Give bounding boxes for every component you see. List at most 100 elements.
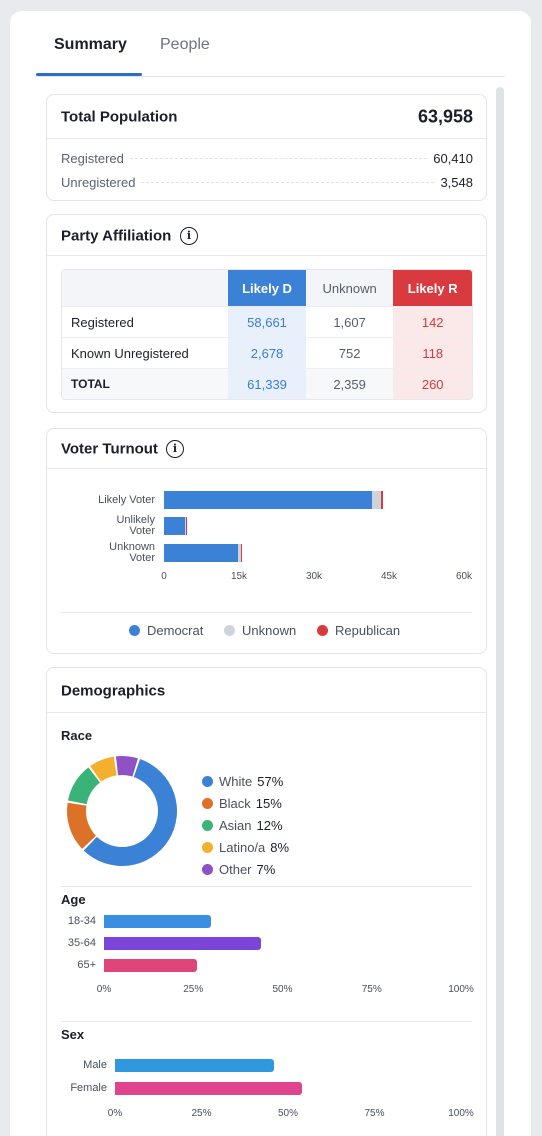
bar-axis-tick: 25% — [191, 1108, 212, 1119]
race-dot-icon — [202, 863, 213, 875]
cell-unknown: 1,607 — [333, 314, 366, 330]
turnout-category-label: Unlikely Voter — [116, 514, 155, 537]
cell-likely-r: 142 — [393, 307, 472, 337]
column-likely-r: Likely R — [393, 270, 472, 306]
bar-category-label: Female — [70, 1082, 107, 1094]
bar-axis-tick: 50% — [277, 1108, 299, 1119]
info-icon[interactable]: i — [180, 227, 198, 245]
dotted-leader — [129, 157, 428, 159]
legend-unknown: Unknown — [224, 623, 296, 638]
turnout-axis-tick: 30k — [305, 571, 323, 582]
race-legend-percent: 15% — [255, 795, 282, 811]
turnout-bar-democrat — [164, 491, 372, 509]
turnout-bar-unknown — [238, 544, 241, 562]
age-title: Age — [61, 892, 86, 907]
cell-likely-d: 58,661 — [228, 307, 306, 337]
bar-male — [115, 1059, 275, 1072]
race-legend-label: Asian — [219, 817, 252, 833]
scrollbar[interactable] — [496, 87, 504, 1136]
dotted-leader — [141, 181, 435, 183]
cell-likely-r: 260 — [393, 369, 472, 399]
party-title: Party Affiliation — [61, 227, 172, 245]
race-legend-label: Black — [219, 795, 251, 811]
race-dot-icon — [202, 819, 213, 831]
race-legend-label: Other — [219, 861, 252, 877]
turnout-card: Voter Turnout i Likely Voter Unlikely Vote… — [46, 428, 487, 654]
row-label: Known Unregistered — [62, 338, 229, 368]
race-legend-percent: 57% — [257, 773, 284, 789]
turnout-category-label: Unknown Voter — [109, 541, 155, 564]
race-legend-item: Other 7% — [202, 860, 275, 878]
race-slice-black — [66, 802, 96, 849]
population-row: Unregistered 3,548 — [61, 172, 473, 192]
race-slice-latino-a — [90, 756, 117, 782]
cell-likely-d: 2,678 — [228, 338, 306, 368]
tab-bar: Summary People — [36, 11, 505, 77]
bar-axis-tick: 0% — [96, 984, 112, 995]
bar-category-label: 18-34 — [67, 915, 96, 927]
turnout-bar-unknown — [185, 517, 186, 535]
party-card-header: Party Affiliation i — [47, 215, 486, 256]
demographics-title: Demographics — [61, 682, 166, 700]
legend-democrat: Democrat — [129, 623, 203, 638]
table-header-blank — [62, 270, 229, 306]
turnout-bar-unknown — [371, 491, 381, 509]
bar-female — [115, 1082, 302, 1095]
bar-category-label: Male — [83, 1059, 107, 1071]
bar-35-64 — [104, 937, 262, 950]
democrat-dot-icon — [129, 625, 140, 636]
cell-unknown: 2,359 — [305, 369, 394, 399]
bar-65+ — [104, 959, 197, 972]
race-legend-label: Latino/a — [219, 839, 266, 855]
turnout-bar-democrat — [164, 517, 185, 535]
bar-axis-tick: 50% — [272, 984, 293, 995]
race-dot-icon — [202, 797, 213, 809]
race-legend-item: Black 15% — [202, 794, 282, 812]
turnout-category-label: Likely Voter — [98, 494, 155, 506]
race-title: Race — [61, 728, 93, 743]
race-legend-percent: 7% — [256, 861, 276, 877]
race-slice-other — [115, 756, 138, 777]
party-table: Likely D Unknown Likely R Registered 58,… — [61, 269, 473, 400]
bar-category-label: 35-64 — [67, 937, 96, 949]
row-label: Registered — [62, 307, 229, 337]
population-row-value: 60,410 — [433, 150, 473, 166]
unknown-dot-icon — [224, 625, 235, 636]
race-legend-item: Asian 12% — [202, 816, 283, 834]
cell-unknown: 752 — [338, 345, 361, 361]
bar-axis-tick: 100% — [448, 984, 474, 995]
turnout-bar-republican — [186, 517, 187, 535]
turnout-title: Voter Turnout — [61, 440, 158, 458]
summary-panel: Summary People Total Population 63,958 R… — [10, 11, 531, 1136]
cell-likely-d: 61,339 — [228, 369, 306, 399]
table-row-total: TOTAL 61,339 2,359 260 — [62, 368, 472, 399]
race-slice-white — [83, 759, 178, 866]
population-row-value: 3,548 — [440, 174, 473, 190]
race-donut-chart — [66, 756, 178, 866]
race-legend-item: Latino/a 8% — [202, 838, 289, 856]
tab-summary[interactable]: Summary — [54, 36, 127, 53]
table-row: Known Unregistered 2,678 752 118 — [62, 337, 472, 368]
race-legend-item: White 57% — [202, 772, 283, 790]
population-card-header: Total Population 63,958 — [47, 95, 486, 139]
legend-label: Unknown — [242, 623, 297, 638]
row-label: TOTAL — [62, 369, 229, 399]
demographics-card: Demographics Race White 57% Black 15% Asian 1… — [46, 667, 487, 1136]
race-legend-label: White — [219, 773, 253, 789]
info-icon[interactable]: i — [166, 440, 184, 458]
bar-axis-tick: 75% — [364, 1108, 385, 1119]
tab-people[interactable]: People — [160, 36, 210, 53]
population-row-label: Registered — [61, 150, 124, 166]
party-card: Party Affiliation i Likely D Unknown Lik… — [46, 214, 487, 413]
republican-dot-icon — [317, 625, 328, 636]
bar-axis-tick: 100% — [448, 1108, 474, 1119]
race-dot-icon — [202, 841, 213, 853]
turnout-axis-tick: 15k — [230, 571, 248, 582]
race-legend-percent: 8% — [270, 839, 290, 855]
turnout-axis-tick: 60k — [455, 571, 473, 582]
divider — [61, 886, 472, 887]
turnout-axis-tick: 0 — [161, 571, 167, 582]
divider — [61, 612, 472, 613]
turnout-axis-tick: 45k — [380, 571, 398, 582]
party-table-header: Likely D Unknown Likely R — [62, 270, 472, 306]
